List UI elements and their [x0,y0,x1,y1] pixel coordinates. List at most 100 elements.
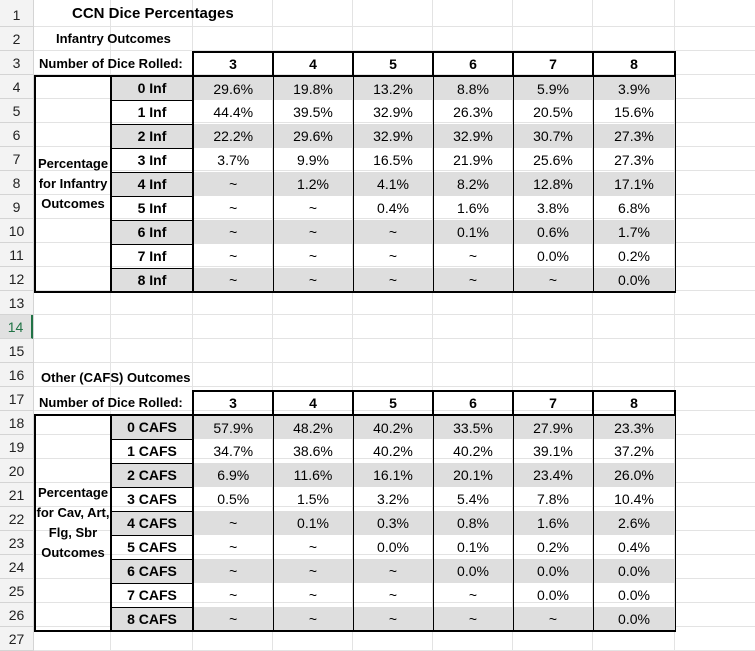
percentage-cell[interactable]: 32.9% [432,124,514,148]
percentage-cell[interactable]: 7.8% [512,487,594,511]
percentage-cell[interactable]: ~ [272,244,354,268]
percentage-cell[interactable]: 3.7% [192,148,274,172]
percentage-cell[interactable]: 16.1% [352,463,434,487]
percentage-cell[interactable]: 20.1% [432,463,514,487]
percentage-cell[interactable]: 25.6% [512,148,594,172]
percentage-cell[interactable]: 38.6% [272,439,354,463]
percentage-cell[interactable]: 4.1% [352,172,434,196]
percentage-cell[interactable]: 27.3% [592,148,676,172]
percentage-cell[interactable]: 0.1% [272,511,354,535]
percentage-cell[interactable]: 1.2% [272,172,354,196]
percentage-cell[interactable]: 30.7% [512,124,594,148]
percentage-cell[interactable]: 3.2% [352,487,434,511]
percentage-cell[interactable]: 19.8% [272,76,354,100]
percentage-cell[interactable]: ~ [192,607,274,632]
row-number[interactable]: 13 [0,291,33,315]
percentage-cell[interactable]: 57.9% [192,415,274,439]
percentage-cell[interactable]: 23.4% [512,463,594,487]
percentage-cell[interactable]: 0.4% [352,196,434,220]
row-number[interactable]: 17 [0,387,33,411]
percentage-cell[interactable]: ~ [192,172,274,196]
percentage-cell[interactable]: 26.0% [592,463,676,487]
percentage-cell[interactable]: 27.9% [512,415,594,439]
percentage-cell[interactable]: 1.6% [512,511,594,535]
percentage-cell[interactable]: ~ [352,583,434,607]
percentage-cell[interactable]: ~ [192,220,274,244]
row-number[interactable]: 8 [0,171,33,195]
row-number[interactable]: 6 [0,123,33,147]
row-number[interactable]: 7 [0,147,33,171]
percentage-cell[interactable]: 11.6% [272,463,354,487]
percentage-cell[interactable]: 0.0% [592,583,676,607]
percentage-cell[interactable]: 29.6% [272,124,354,148]
row-number[interactable]: 10 [0,219,33,243]
percentage-cell[interactable]: ~ [512,607,594,632]
percentage-cell[interactable]: 13.2% [352,76,434,100]
percentage-cell[interactable]: 3.9% [592,76,676,100]
percentage-cell[interactable]: 0.6% [512,220,594,244]
percentage-cell[interactable]: 0.4% [592,535,676,559]
percentage-cell[interactable]: 6.9% [192,463,274,487]
percentage-cell[interactable]: ~ [272,535,354,559]
percentage-cell[interactable]: 23.3% [592,415,676,439]
percentage-cell[interactable]: 9.9% [272,148,354,172]
percentage-cell[interactable]: ~ [352,244,434,268]
percentage-cell[interactable]: 1.6% [432,196,514,220]
percentage-cell[interactable]: 34.7% [192,439,274,463]
row-number[interactable]: 5 [0,99,33,123]
percentage-cell[interactable]: 12.8% [512,172,594,196]
percentage-cell[interactable]: 8.2% [432,172,514,196]
percentage-cell[interactable]: 2.6% [592,511,676,535]
percentage-cell[interactable]: 0.0% [512,559,594,583]
percentage-cell[interactable]: 26.3% [432,100,514,124]
percentage-cell[interactable]: 39.1% [512,439,594,463]
percentage-cell[interactable]: 0.2% [592,244,676,268]
row-number[interactable]: 11 [0,243,33,267]
percentage-cell[interactable]: 0.0% [352,535,434,559]
percentage-cell[interactable]: ~ [272,583,354,607]
percentage-cell[interactable]: ~ [352,268,434,293]
percentage-cell[interactable]: 44.4% [192,100,274,124]
row-number[interactable]: 20 [0,459,33,483]
percentage-cell[interactable]: ~ [272,607,354,632]
row-number[interactable]: 1 [0,3,33,27]
row-number[interactable]: 19 [0,435,33,459]
percentage-cell[interactable]: ~ [192,268,274,293]
row-number[interactable]: 4 [0,75,33,99]
row-number[interactable]: 12 [0,267,33,291]
percentage-cell[interactable]: ~ [432,244,514,268]
row-number[interactable]: 21 [0,483,33,507]
percentage-cell[interactable]: ~ [432,583,514,607]
percentage-cell[interactable]: 0.1% [432,535,514,559]
percentage-cell[interactable]: 5.4% [432,487,514,511]
percentage-cell[interactable]: 39.5% [272,100,354,124]
percentage-cell[interactable]: 17.1% [592,172,676,196]
row-number[interactable]: 9 [0,195,33,219]
row-number[interactable]: 2 [0,27,33,51]
percentage-cell[interactable]: 6.8% [592,196,676,220]
percentage-cell[interactable]: 0.8% [432,511,514,535]
percentage-cell[interactable]: 5.9% [512,76,594,100]
percentage-cell[interactable]: 0.0% [512,244,594,268]
percentage-cell[interactable]: 29.6% [192,76,274,100]
percentage-cell[interactable]: 0.0% [432,559,514,583]
percentage-cell[interactable]: 0.3% [352,511,434,535]
percentage-cell[interactable]: ~ [192,559,274,583]
percentage-cell[interactable]: ~ [192,196,274,220]
percentage-cell[interactable]: 10.4% [592,487,676,511]
row-number[interactable]: 24 [0,555,33,579]
percentage-cell[interactable]: 22.2% [192,124,274,148]
percentage-cell[interactable]: 0.0% [592,559,676,583]
row-number[interactable]: 16 [0,363,33,387]
percentage-cell[interactable]: 40.2% [352,415,434,439]
percentage-cell[interactable]: 3.8% [512,196,594,220]
percentage-cell[interactable]: 48.2% [272,415,354,439]
percentage-cell[interactable]: ~ [272,220,354,244]
percentage-cell[interactable]: ~ [192,583,274,607]
percentage-cell[interactable]: 32.9% [352,124,434,148]
percentage-cell[interactable]: 0.5% [192,487,274,511]
percentage-cell[interactable]: 1.5% [272,487,354,511]
percentage-cell[interactable]: 20.5% [512,100,594,124]
percentage-cell[interactable]: ~ [192,511,274,535]
percentage-cell[interactable]: ~ [432,268,514,293]
